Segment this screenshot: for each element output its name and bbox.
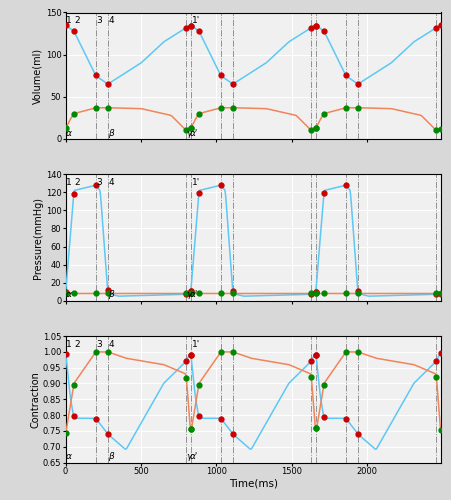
Text: γ: γ [186,452,192,461]
Text: 1: 1 [66,340,72,349]
Y-axis label: Volume(ml): Volume(ml) [33,48,43,104]
Text: 1: 1 [66,178,72,187]
Text: 1': 1' [191,16,199,26]
Y-axis label: Contraction: Contraction [30,371,40,428]
Text: α': α' [189,452,198,461]
Text: 2: 2 [74,178,80,187]
Text: β: β [108,452,114,461]
Text: 2: 2 [74,340,80,349]
Text: 1': 1' [191,340,199,349]
Text: γ: γ [186,128,192,138]
Text: γ: γ [186,290,192,300]
Text: 3: 3 [97,340,102,349]
X-axis label: Time(ms): Time(ms) [228,478,277,488]
Text: α: α [66,290,72,300]
Text: 4: 4 [108,178,114,187]
Text: 4: 4 [108,340,114,349]
Text: 1': 1' [191,178,199,187]
Text: 4: 4 [108,16,114,26]
Y-axis label: Pressure(mmHg): Pressure(mmHg) [33,196,43,278]
Text: β: β [108,128,114,138]
Text: 1: 1 [66,16,72,26]
Text: 3: 3 [97,178,102,187]
Text: 3: 3 [97,16,102,26]
Text: α': α' [189,290,198,300]
Text: α: α [66,128,72,138]
Text: α: α [66,452,72,461]
Text: 2: 2 [74,16,80,26]
Text: β: β [108,290,114,300]
Text: α': α' [189,128,198,138]
